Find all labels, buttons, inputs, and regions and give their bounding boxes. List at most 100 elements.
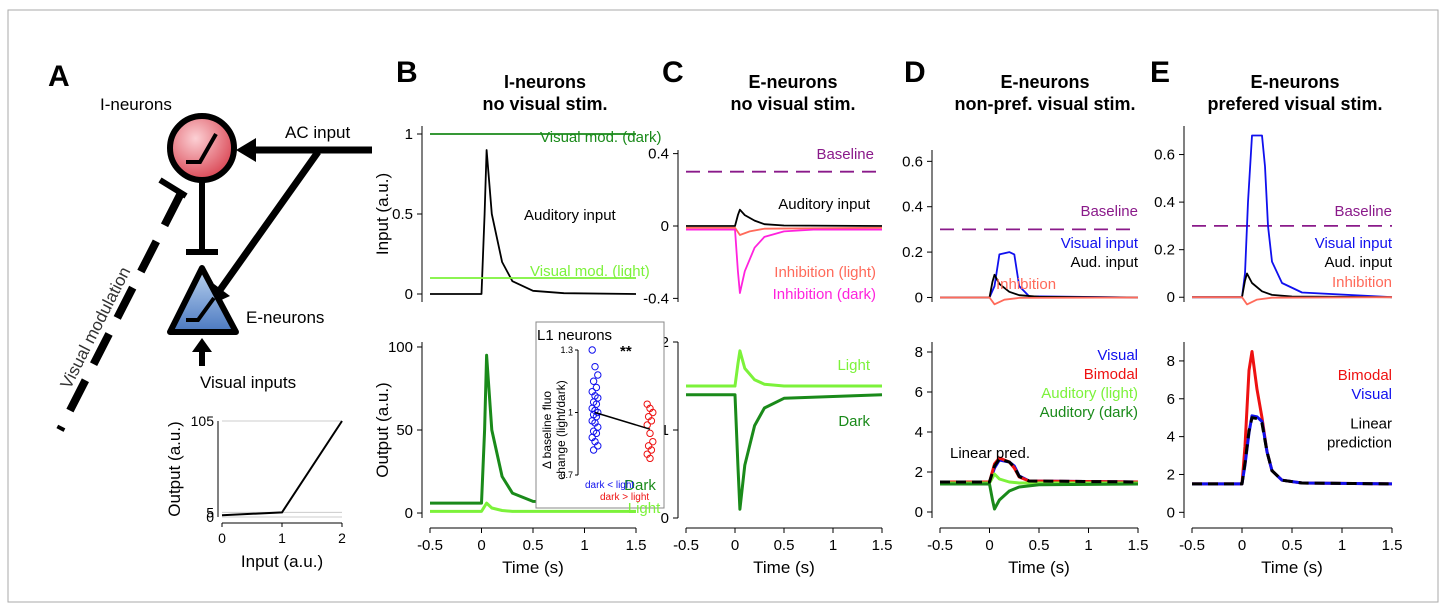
visual-modulation-line xyxy=(56,193,184,432)
title-e-line1: E-neurons xyxy=(1250,72,1339,92)
label-b-aud: Auditory input xyxy=(524,207,617,224)
transfer-y-tick-label: 105 xyxy=(191,413,215,429)
e-top-y-tick-label: 0.6 xyxy=(1154,147,1175,164)
e-bottom-y-tick-label: 6 xyxy=(1167,391,1175,408)
inset-point-dark-gt-light xyxy=(649,408,657,417)
c-bottom-x-tick-label: 1 xyxy=(829,537,837,554)
e-bottom-x-tick-label: 0.5 xyxy=(1282,537,1303,554)
b-bottom-y-tick-label: 50 xyxy=(396,422,413,439)
c-bottom-y-tick-label: 0 xyxy=(661,510,669,527)
label-c-dark: Dark xyxy=(838,413,870,430)
d-bottom-series-linear-pred xyxy=(940,457,1139,484)
c-bottom-series-dark xyxy=(686,393,883,511)
c-bottom-x-tick-label: 1.5 xyxy=(872,537,893,554)
e-bottom-x-tick-label: 1.5 xyxy=(1382,537,1403,554)
e-top-series-visual-input xyxy=(1192,134,1393,299)
c-top-series-inhibition-light xyxy=(686,226,883,236)
i-neuron-circle xyxy=(167,113,237,183)
inset-point-dark-lt-light xyxy=(594,371,602,379)
inset-point-dark-lt-light xyxy=(594,408,602,417)
label-d-aud: Aud. input xyxy=(1070,254,1138,271)
e-bottom-x-label: Time (s) xyxy=(1261,558,1323,577)
inset-point-dark-gt-light xyxy=(649,437,657,446)
e-top-series-aud-input xyxy=(1192,272,1393,299)
inset-mean-line xyxy=(594,411,651,430)
transfer-x-tick-label: 2 xyxy=(338,530,346,546)
inset-point-dark-lt-light xyxy=(588,346,596,354)
panel-titles: I-neurons no visual stim. E-neurons no v… xyxy=(482,72,1382,114)
d-bottom-y-tick-label: 0 xyxy=(915,504,923,521)
legend-e-linear2: prediction xyxy=(1327,435,1392,452)
transfer-x-tick-label: 1 xyxy=(278,530,286,546)
e-bottom-series-linear-prediction xyxy=(1192,416,1393,486)
b-bottom-series-light xyxy=(430,501,636,513)
i-neuron-transfer-glyph xyxy=(186,133,218,164)
inset-point-dark-lt-light xyxy=(589,377,598,385)
label-d-inh: Inhibition xyxy=(996,276,1056,293)
d-bottom-x-tick-label: -0.5 xyxy=(927,537,953,554)
inset-y-tick-label: 1.3 xyxy=(560,345,573,355)
transfer-curve xyxy=(221,420,343,517)
label-c-inh-dark: Inhibition (dark) xyxy=(773,286,876,303)
title-d-line1: E-neurons xyxy=(1000,72,1089,92)
d-bottom-y-tick-label: 6 xyxy=(915,384,923,401)
c-bottom-x-tick-label: -0.5 xyxy=(673,537,699,554)
inset-y-tick-label: 1 xyxy=(568,408,573,418)
label-b-light: Light xyxy=(628,500,661,517)
inset-point-dark-gt-light xyxy=(647,446,656,454)
inset-title: L1 neurons xyxy=(537,327,612,344)
panel-letter-c: C xyxy=(662,56,684,89)
b-bottom-x-tick-label: 1 xyxy=(580,537,588,554)
chart-b-inset: 0.7 1 1.3 xyxy=(535,321,665,509)
e-bottom-x-tick-label: 1 xyxy=(1338,537,1346,554)
e-neuron-triangle xyxy=(167,265,239,335)
d-bottom-x-tick-label: 1 xyxy=(1084,537,1092,554)
transfer-x-tick-label: 0 xyxy=(218,530,226,546)
chart-e-top: 0 0.2 0.4 0.6 xyxy=(1154,126,1393,306)
b-top-y-label: Input (a.u.) xyxy=(373,173,392,255)
d-bottom-y-tick-label: 4 xyxy=(915,424,923,441)
b-bottom-x-tick-label: 1.5 xyxy=(626,537,647,554)
d-top-y-tick-label: 0.2 xyxy=(902,244,923,261)
label-c-aud: Auditory input xyxy=(778,196,871,213)
ac-to-e-line xyxy=(217,149,321,293)
figure-frame xyxy=(7,9,1439,603)
inset-point-dark-lt-light xyxy=(592,383,601,392)
inset-point-dark-gt-light xyxy=(647,417,656,425)
b-top-y-tick-label: 1 xyxy=(405,126,413,143)
visual-modulation-label: Visual modulation xyxy=(57,264,135,392)
inset-group-dark-lt-light: dark < light xyxy=(585,480,634,491)
c-top-series-inhibition-dark xyxy=(686,228,882,294)
d-bottom-series-visual xyxy=(940,458,1139,484)
title-c-line1: E-neurons xyxy=(748,72,837,92)
label-e-aud: Aud. input xyxy=(1324,254,1392,271)
i-neurons-label: I-neurons xyxy=(100,95,172,114)
chart-d-top: 0 0.2 0.4 0.6 xyxy=(902,150,1139,306)
ac-input-arrowhead xyxy=(236,138,256,162)
d-bottom-y-tick-label: 8 xyxy=(915,344,923,361)
chart-b-top: 0 0.5 1 Input (a.u.) xyxy=(373,126,637,303)
e-neurons-label: E-neurons xyxy=(246,308,324,327)
c-top-y-tick-label: 0 xyxy=(661,218,669,235)
d-top-y-tick-label: 0 xyxy=(915,289,923,306)
visual-modulation-bar xyxy=(158,177,188,199)
inset-ylabel-2: change (light/dark) xyxy=(554,380,568,479)
e-neuron-transfer-glyph xyxy=(186,296,216,322)
inset-point-dark-lt-light xyxy=(591,362,599,371)
b-bottom-y-label: Output (a.u.) xyxy=(373,382,392,477)
inset-point-dark-lt-light xyxy=(589,446,598,454)
label-d-visual: Visual input xyxy=(1061,235,1139,252)
b-bottom-x-label: Time (s) xyxy=(502,558,564,577)
transfer-y-tick-label: 0 xyxy=(206,509,214,525)
inset-point-dark-lt-light xyxy=(594,442,602,450)
label-d-linear-pred: Linear pred. xyxy=(950,445,1030,462)
b-bottom-x-tick-label: 0 xyxy=(477,537,485,554)
legend-e-bimodal: Bimodal xyxy=(1338,367,1392,384)
c-bottom-y-tick-label: 1 xyxy=(661,422,669,439)
c-bottom-x-tick-label: 0.5 xyxy=(774,537,795,554)
